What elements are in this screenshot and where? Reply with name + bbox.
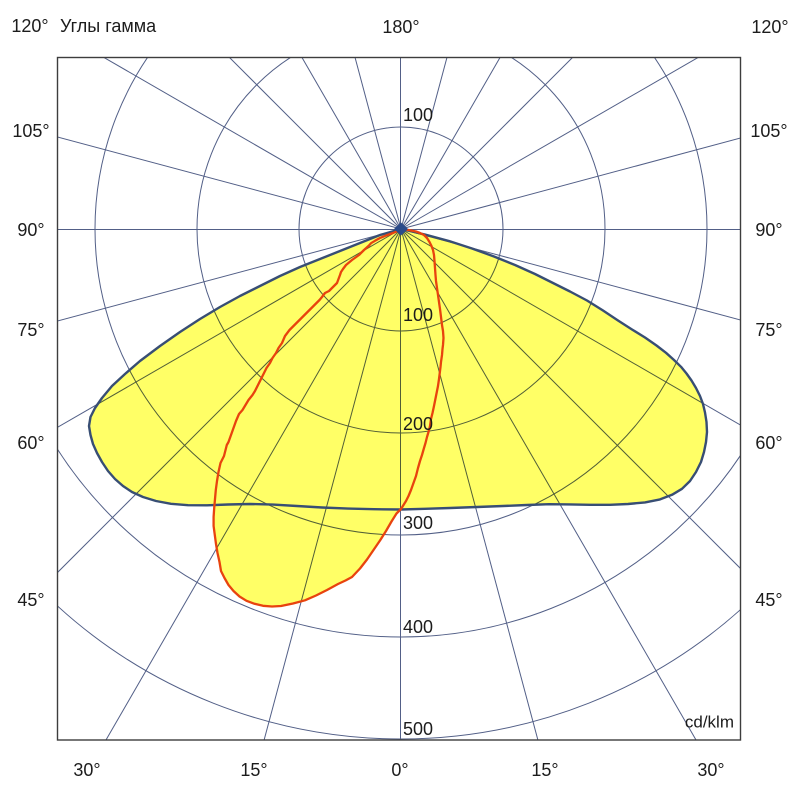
svg-text:90°: 90° (17, 220, 44, 240)
svg-text:90°: 90° (755, 220, 782, 240)
svg-text:100: 100 (403, 105, 433, 125)
svg-text:400: 400 (403, 617, 433, 637)
svg-text:60°: 60° (17, 433, 44, 453)
svg-text:120°: 120° (751, 17, 788, 37)
svg-text:105°: 105° (12, 121, 49, 141)
svg-text:30°: 30° (73, 760, 100, 780)
svg-text:45°: 45° (17, 590, 44, 610)
svg-text:500: 500 (403, 719, 433, 739)
svg-text:120°: 120° (11, 16, 48, 36)
svg-text:100: 100 (403, 305, 433, 325)
svg-text:45°: 45° (755, 590, 782, 610)
svg-text:30°: 30° (697, 760, 724, 780)
svg-text:105°: 105° (750, 121, 787, 141)
svg-text:75°: 75° (755, 320, 782, 340)
svg-text:cd/klm: cd/klm (685, 713, 734, 732)
svg-text:15°: 15° (531, 760, 558, 780)
svg-text:75°: 75° (17, 320, 44, 340)
svg-text:200: 200 (403, 414, 433, 434)
svg-text:0°: 0° (391, 760, 408, 780)
svg-text:15°: 15° (240, 760, 267, 780)
svg-text:300: 300 (403, 513, 433, 533)
svg-text:180°: 180° (382, 17, 419, 37)
svg-text:Углы гамма: Углы гамма (60, 16, 157, 36)
svg-text:60°: 60° (755, 433, 782, 453)
